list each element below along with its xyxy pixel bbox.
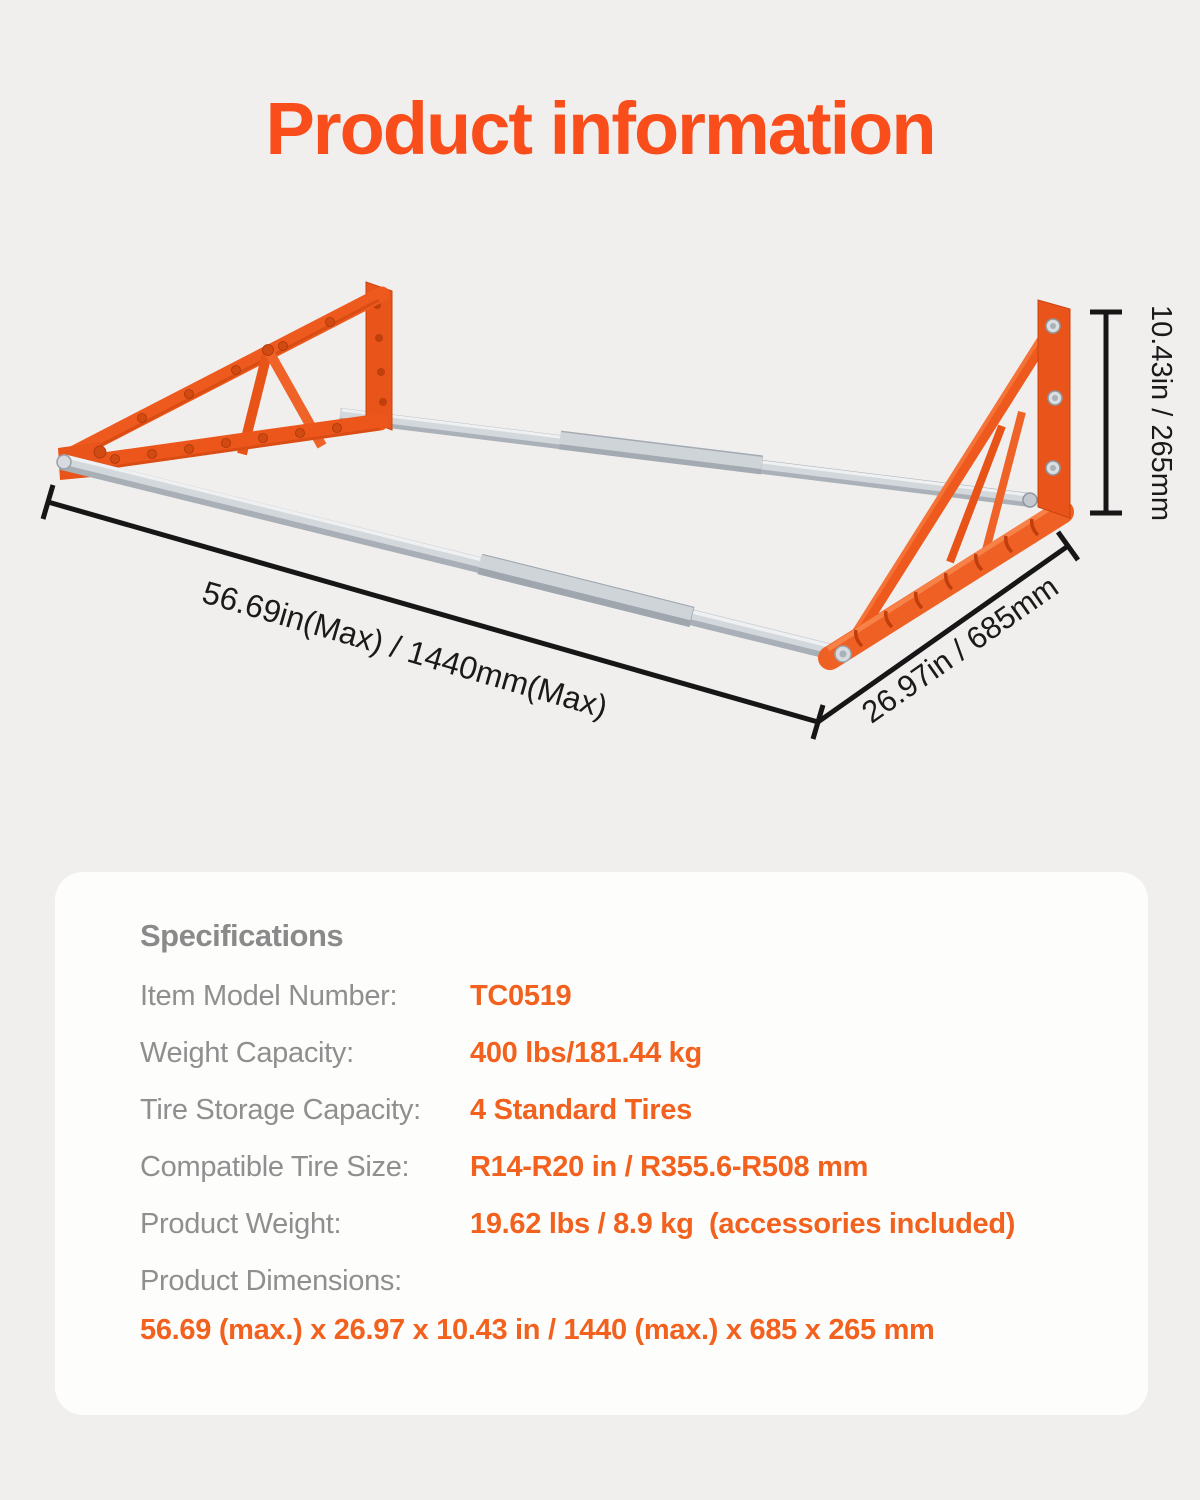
product-dimensions-value: 56.69 (max.) x 26.97 x 10.43 in / 1440 (…	[140, 1314, 935, 1346]
spec-label: Weight Capacity:	[140, 1037, 354, 1069]
spec-value: R14-R20 in / R355.6-R508 mm	[470, 1151, 869, 1183]
spec-row-product-dimensions: Product Dimensions:	[140, 1263, 1088, 1300]
spec-label: Product Weight:	[140, 1208, 342, 1240]
spec-value: TC0519	[470, 980, 572, 1012]
height-dimension	[1090, 309, 1122, 516]
page-title: Product information	[265, 87, 936, 170]
right-bracket-slots	[854, 518, 1040, 648]
spec-row-product-weight: Product Weight: 19.62 lbs / 8.9 kg (acce…	[140, 1206, 1088, 1243]
specifications-heading: Specifications	[140, 918, 344, 953]
specifications-card: Specifications Item Model Number: TC0519…	[55, 872, 1148, 1415]
spec-row-tire-storage-capacity: Tire Storage Capacity: 4 Standard Tires	[140, 1092, 1088, 1129]
spec-row-compatible-tire-size: Compatible Tire Size: R14-R20 in / R355.…	[140, 1149, 1088, 1186]
spec-value: 4 Standard Tires	[470, 1094, 692, 1126]
front-rail	[56, 454, 842, 662]
rear-rail	[339, 408, 1038, 508]
spec-row-weight-capacity: Weight Capacity: 400 lbs/181.44 kg	[140, 1035, 1088, 1072]
spec-label: Product Dimensions:	[140, 1265, 402, 1297]
left-bracket	[58, 281, 393, 480]
spec-value: 19.62 lbs / 8.9 kg (accessories included…	[470, 1208, 1016, 1240]
width-dimension	[40, 484, 826, 740]
height-dimension-label: 10.43in / 265mm	[1145, 305, 1177, 521]
width-dimension-label: 56.69in(Max) / 1440mm(Max)	[198, 574, 611, 725]
spec-label: Compatible Tire Size:	[140, 1151, 410, 1183]
product-diagram: 10.43in / 265mm 56.69in(Max) / 1440mm(Ma…	[40, 281, 1177, 740]
spec-label: Tire Storage Capacity:	[140, 1094, 421, 1126]
depth-dimension	[816, 530, 1081, 725]
right-bracket-bolts	[1045, 318, 1063, 476]
spec-value: 400 lbs/181.44 kg	[470, 1037, 702, 1069]
left-bracket-rivets	[93, 317, 342, 464]
spec-row-model: Item Model Number: TC0519	[140, 978, 1088, 1015]
right-bracket	[818, 299, 1074, 670]
spec-label: Item Model Number:	[140, 980, 398, 1012]
